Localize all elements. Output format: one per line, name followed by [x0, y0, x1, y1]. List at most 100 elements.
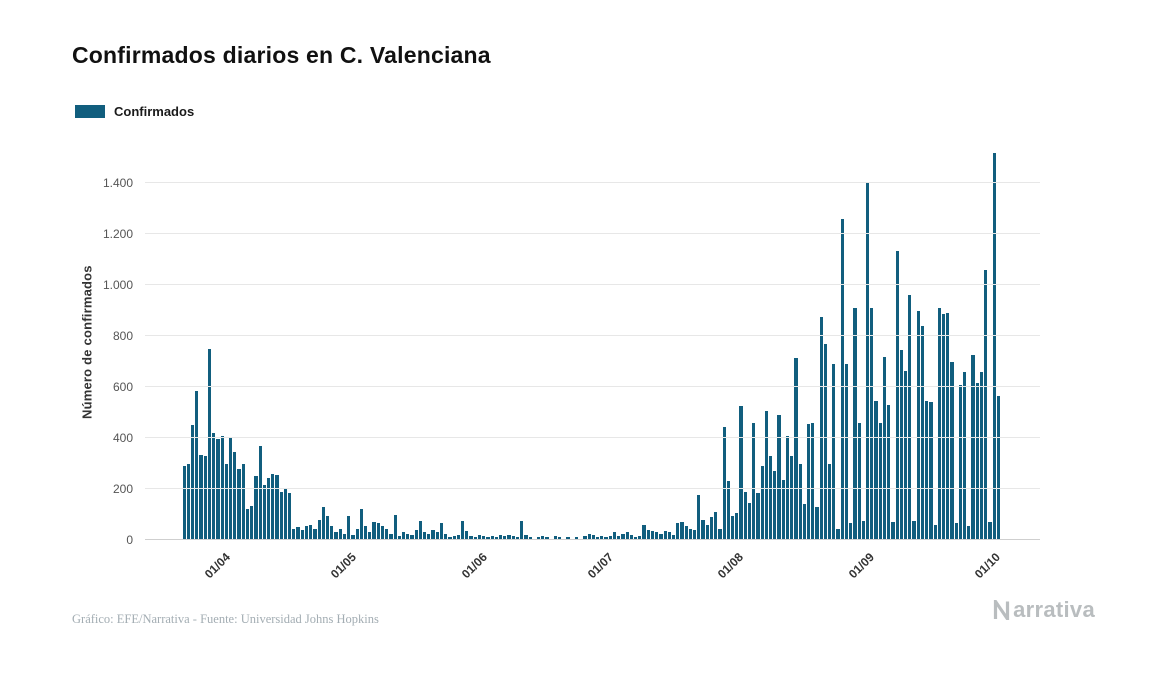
bar: [849, 523, 853, 540]
bar: [288, 492, 292, 540]
bar: [262, 485, 266, 540]
bar: [216, 439, 220, 540]
bar: [254, 476, 258, 540]
bar: [878, 422, 882, 540]
bar: [355, 528, 359, 540]
bar: [545, 537, 549, 540]
bar: [410, 534, 414, 540]
gridline: [145, 437, 1040, 439]
narrativa-logo: arrativa: [993, 597, 1095, 623]
bar: [920, 325, 925, 540]
bar: [760, 466, 764, 540]
bar: [439, 523, 444, 540]
bar: [212, 432, 216, 540]
bar: [794, 357, 798, 540]
bar: [891, 522, 895, 540]
gridline: [145, 233, 1040, 235]
bar: [811, 422, 815, 540]
bar: [950, 361, 954, 540]
bar: [389, 533, 393, 540]
bar: [574, 537, 579, 540]
bar: [503, 536, 507, 540]
bar: [452, 536, 456, 540]
legend-swatch: [75, 105, 105, 118]
bar: [819, 317, 823, 540]
bar: [625, 532, 629, 540]
bar: [984, 269, 988, 540]
y-tick-label: 1.400: [102, 176, 133, 191]
bar: [828, 463, 832, 540]
bar: [182, 466, 186, 540]
bar: [536, 537, 541, 540]
bar: [203, 455, 207, 540]
bar: [747, 503, 752, 540]
bar: [300, 529, 304, 540]
bar: [933, 524, 937, 540]
bar: [908, 295, 912, 540]
bar: [368, 532, 372, 540]
bar: [418, 520, 423, 540]
bar: [701, 519, 705, 540]
bar: [832, 364, 836, 540]
bar: [676, 523, 680, 540]
bar: [806, 424, 811, 540]
bar: [469, 536, 473, 540]
bar: [929, 402, 933, 540]
bar: [663, 531, 667, 540]
bar: [667, 532, 671, 540]
bar: [414, 529, 418, 540]
bar: [275, 475, 279, 540]
bar: [304, 525, 309, 540]
bar: [963, 371, 967, 540]
bar: [317, 519, 321, 540]
bar: [490, 536, 494, 540]
bar: [583, 536, 587, 540]
bar: [688, 528, 693, 540]
bar: [195, 390, 199, 540]
bar: [992, 152, 996, 540]
bar: [633, 537, 638, 540]
bar: [520, 520, 524, 540]
bar: [224, 463, 228, 540]
bar: [621, 533, 625, 540]
bar: [334, 532, 338, 540]
bar: [351, 534, 355, 540]
bar: [887, 404, 891, 540]
bar: [566, 537, 570, 540]
bar: [292, 528, 296, 540]
bar: [899, 350, 903, 540]
bar: [296, 527, 300, 540]
bar: [680, 522, 684, 540]
bar: [372, 522, 376, 540]
bar: [739, 406, 743, 540]
bar: [916, 310, 920, 540]
bar: [326, 515, 330, 540]
bar: [448, 537, 452, 540]
bar: [773, 471, 777, 540]
bar: [313, 528, 317, 540]
gridline: [145, 539, 1040, 540]
bar: [380, 525, 385, 540]
narrativa-logo-text: arrativa: [1013, 597, 1095, 622]
y-tick-label: 1.200: [102, 227, 133, 242]
bar: [705, 524, 709, 540]
bar: [600, 536, 604, 540]
bar: [435, 532, 439, 540]
bar: [342, 533, 347, 540]
bar: [777, 415, 781, 540]
bar: [646, 529, 650, 540]
bar: [874, 401, 878, 540]
bar: [836, 528, 840, 540]
bar: [731, 515, 735, 540]
plot-area: 0 200 400 600 800 1.000 1.200 1.400 01/04 01/05 01…: [103, 145, 1040, 581]
bar: [406, 533, 410, 540]
legend: Confirmados: [75, 104, 194, 119]
bar: [709, 517, 714, 540]
gridline: [145, 488, 1040, 490]
bar: [186, 463, 191, 540]
bar: [785, 435, 790, 540]
bar: [912, 520, 916, 540]
bar: [397, 536, 401, 540]
chart-title: Confirmados diarios en C. Valenciana: [72, 42, 491, 68]
bar: [815, 506, 819, 540]
